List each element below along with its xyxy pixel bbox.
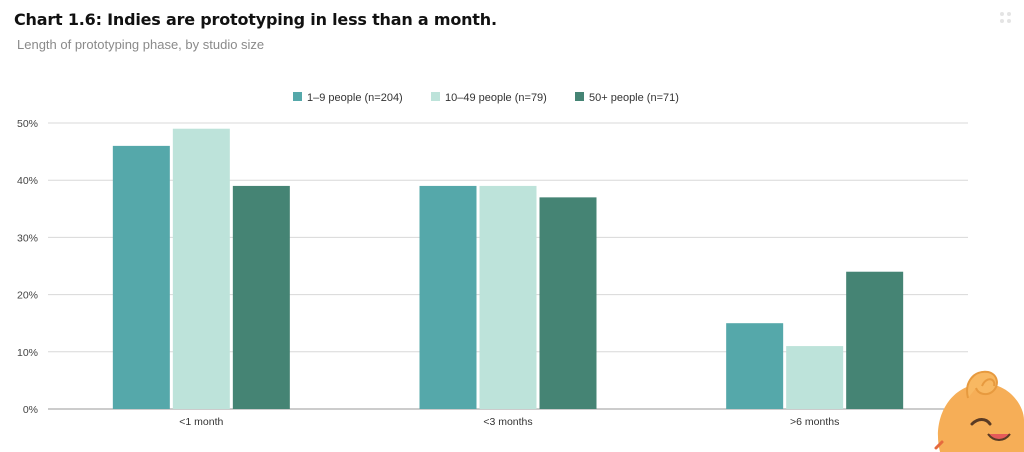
y-tick-label: 50% — [17, 118, 38, 130]
y-tick-label: 0% — [23, 404, 38, 416]
bar-2 — [479, 185, 537, 409]
y-tick-label: 40% — [17, 175, 38, 187]
y-tick-label: 20% — [17, 290, 38, 302]
y-tick-label: 30% — [17, 232, 38, 244]
bar-2 — [786, 346, 844, 409]
bar-1 — [419, 185, 477, 409]
legend-label: 50+ people (n=71) — [589, 92, 679, 104]
legend-swatch — [431, 92, 440, 101]
bar-3 — [232, 185, 290, 409]
chart-subtitle: Length of prototyping phase, by studio s… — [17, 37, 265, 52]
mascot-illustration — [934, 370, 1024, 452]
legend-swatch — [293, 92, 302, 101]
x-tick-label: <1 month — [179, 416, 223, 428]
legend-label: 10–49 people (n=79) — [445, 92, 547, 104]
bar-3 — [846, 271, 904, 409]
x-tick-label: >6 months — [790, 416, 839, 428]
y-tick-label: 10% — [17, 347, 38, 359]
legend-swatch — [575, 92, 584, 101]
legend-label: 1–9 people (n=204) — [307, 92, 403, 104]
bar-2 — [172, 128, 230, 409]
chart-title: Chart 1.6: Indies are prototyping in les… — [14, 10, 497, 29]
bar-3 — [539, 197, 597, 409]
bar-1 — [726, 323, 784, 409]
x-tick-label: <3 months — [483, 416, 532, 428]
bar-1 — [112, 145, 170, 409]
more-options-icon[interactable] — [1000, 12, 1012, 24]
